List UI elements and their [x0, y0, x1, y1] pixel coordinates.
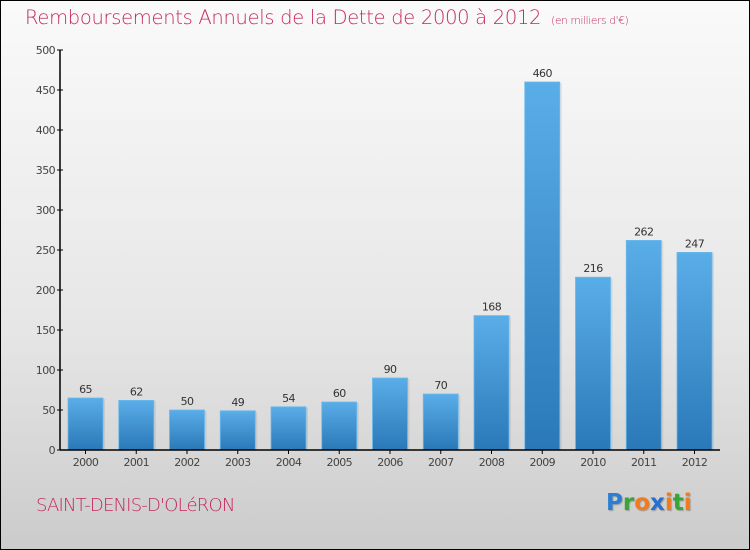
data-label-2008: 168	[482, 301, 502, 314]
y-tick-label: 250	[36, 244, 56, 257]
data-label-2011: 262	[634, 225, 653, 238]
logo-letter: P	[606, 490, 623, 516]
y-axis: 0 50 100 150 200 250 300 350 400 450 500	[36, 44, 63, 457]
x-tick-label-2005: 2005	[326, 456, 352, 469]
bar-2004	[270, 406, 307, 451]
bars: 65 62 50 49 54 60 90 70 168 460 216 262 247	[67, 67, 714, 451]
x-tick-label-2002: 2002	[174, 456, 200, 469]
chart-title: Remboursements Annuels de la Dette de 20…	[25, 6, 629, 29]
bar-2011	[625, 239, 662, 451]
x-tick-label-2004: 2004	[276, 456, 302, 469]
y-tick-label: 200	[36, 284, 56, 297]
x-tick-label-2006: 2006	[377, 456, 403, 469]
x-tick-label-2001: 2001	[123, 456, 149, 469]
x-tick-label-2012: 2012	[682, 456, 708, 469]
data-label-2001: 62	[130, 385, 143, 398]
x-tick-label-2007: 2007	[428, 456, 454, 469]
x-tick-label-2008: 2008	[479, 456, 505, 469]
data-label-2007: 70	[434, 379, 447, 392]
y-tick-label: 150	[36, 324, 56, 337]
data-label-2009: 460	[533, 67, 553, 80]
bar-2010	[575, 276, 611, 451]
data-label-2006: 90	[384, 363, 397, 376]
logo-letter: x	[650, 490, 665, 516]
chart-title-text: Remboursements Annuels de la Dette de 20…	[25, 6, 542, 29]
bar-2002	[169, 409, 205, 451]
bar-2003	[219, 410, 256, 451]
data-label-2004: 54	[282, 392, 295, 405]
y-tick-label: 450	[36, 84, 56, 97]
data-label-2003: 49	[231, 396, 244, 409]
bar-2001	[118, 399, 155, 451]
x-tick-label-2000: 2000	[73, 456, 99, 469]
proxiti-logo: Proxiti	[606, 490, 692, 516]
x-tick-label-2011: 2011	[631, 456, 657, 469]
logo-letter: i	[683, 490, 692, 516]
y-tick-label: 350	[36, 164, 56, 177]
bar-2007	[422, 393, 459, 451]
logo-letter: i	[664, 490, 673, 516]
data-label-2012: 247	[685, 237, 705, 250]
logo-letter: r	[622, 490, 635, 516]
y-tick-label: 0	[49, 444, 56, 457]
x-tick-label-2009: 2009	[529, 456, 555, 469]
logo-letter: t	[672, 490, 684, 516]
y-tick-label: 300	[36, 204, 56, 217]
logo-letter: o	[634, 490, 651, 516]
y-tick-label: 100	[36, 364, 56, 377]
bar-2006	[372, 377, 408, 451]
chart-subtitle: (en milliers d'€)	[551, 15, 629, 27]
bar-2008	[473, 315, 510, 451]
y-tick-label: 400	[36, 124, 56, 137]
bar-2012	[676, 251, 713, 451]
place-name: SAINT-DENIS-D'OLéRON	[36, 495, 235, 516]
y-tick-label: 500	[36, 44, 56, 57]
data-label-2005: 60	[333, 387, 346, 400]
x-tick-label-2010: 2010	[580, 456, 606, 469]
bar-2009	[524, 81, 561, 451]
data-label-2002: 50	[181, 395, 194, 408]
data-label-2000: 65	[79, 383, 92, 396]
x-axis: 2000 2001 2002 2003 2004 2005 2006 2007 2008 2009…	[60, 449, 720, 469]
bar-2000	[67, 397, 104, 451]
x-tick-label-2003: 2003	[225, 456, 251, 469]
y-tick-label: 50	[42, 404, 55, 417]
data-label-2010: 216	[583, 262, 603, 275]
bar-2005	[321, 401, 358, 451]
